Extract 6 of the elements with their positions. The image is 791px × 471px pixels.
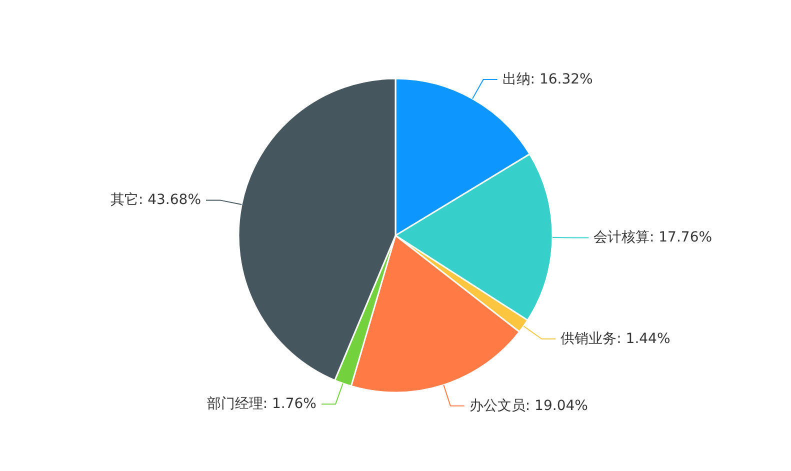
slice-label: 出纳: 16.32%: [502, 72, 593, 88]
slice-label: 部门经理: 1.76%: [206, 396, 316, 412]
slice-label: 供销业务: 1.44%: [560, 330, 670, 347]
slice-label: 会计核算: 17.76%: [593, 230, 712, 246]
slice-label: 办公文员: 19.04%: [469, 398, 588, 414]
slice-label: 其它: 43.68%: [110, 192, 202, 208]
